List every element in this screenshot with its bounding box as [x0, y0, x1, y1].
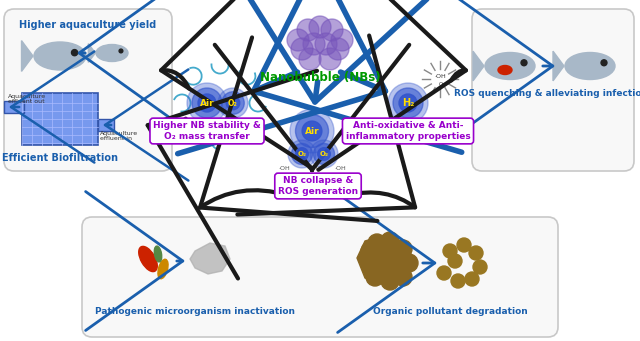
Circle shape: [400, 254, 418, 272]
FancyBboxPatch shape: [98, 119, 114, 131]
Ellipse shape: [34, 42, 86, 70]
Text: Pathogenic microorganism inactivation: Pathogenic microorganism inactivation: [95, 307, 295, 315]
Circle shape: [366, 268, 384, 286]
Text: Anti-oxidative & Anti-
inflammatory properties: Anti-oxidative & Anti- inflammatory prop…: [346, 121, 470, 141]
Ellipse shape: [565, 53, 615, 79]
Circle shape: [399, 94, 417, 112]
Text: NB collapse &
ROS generation: NB collapse & ROS generation: [278, 176, 358, 196]
Circle shape: [437, 266, 451, 280]
Ellipse shape: [485, 53, 535, 79]
Text: ·OH: ·OH: [306, 166, 318, 172]
Text: Efficient Biofiltration: Efficient Biofiltration: [2, 153, 118, 163]
Text: O₂: O₂: [228, 99, 238, 107]
Text: Aquaculture
effluent in: Aquaculture effluent in: [100, 131, 138, 142]
Circle shape: [314, 144, 335, 164]
Polygon shape: [88, 44, 95, 62]
Circle shape: [221, 92, 244, 114]
Polygon shape: [473, 51, 484, 81]
Circle shape: [297, 19, 319, 41]
Circle shape: [198, 94, 216, 112]
Circle shape: [327, 38, 349, 60]
Circle shape: [381, 272, 399, 290]
Circle shape: [469, 246, 483, 260]
Circle shape: [310, 140, 338, 168]
Ellipse shape: [96, 44, 128, 61]
Circle shape: [465, 272, 479, 286]
Polygon shape: [22, 41, 33, 71]
Text: ·OH: ·OH: [434, 74, 446, 78]
Text: Higher aquaculture yield: Higher aquaculture yield: [19, 20, 157, 30]
Circle shape: [448, 254, 462, 268]
Circle shape: [601, 60, 607, 66]
Circle shape: [317, 148, 330, 160]
Circle shape: [287, 29, 309, 51]
Circle shape: [381, 232, 399, 250]
Circle shape: [368, 234, 386, 252]
Circle shape: [457, 238, 471, 252]
Ellipse shape: [139, 247, 157, 272]
Circle shape: [227, 96, 240, 110]
Circle shape: [393, 88, 423, 118]
Circle shape: [299, 48, 321, 70]
FancyBboxPatch shape: [4, 101, 24, 113]
Circle shape: [361, 242, 379, 260]
Circle shape: [296, 148, 308, 160]
Circle shape: [309, 16, 331, 38]
Text: Organic pollutant degradation: Organic pollutant degradation: [372, 307, 527, 315]
Circle shape: [288, 140, 316, 168]
Text: Air: Air: [305, 127, 319, 135]
Circle shape: [119, 49, 123, 53]
Circle shape: [321, 19, 343, 41]
Circle shape: [302, 121, 322, 141]
Circle shape: [521, 60, 527, 66]
Circle shape: [443, 244, 457, 258]
Text: ·OH: ·OH: [334, 166, 346, 172]
Text: O₂⁻: O₂⁻: [349, 174, 360, 178]
Text: H₂: H₂: [402, 98, 414, 108]
Circle shape: [388, 83, 428, 123]
FancyBboxPatch shape: [22, 93, 98, 145]
Circle shape: [290, 109, 334, 153]
Circle shape: [315, 33, 337, 55]
Circle shape: [451, 274, 465, 288]
Circle shape: [192, 88, 222, 118]
Circle shape: [331, 29, 353, 51]
Text: O₂⁻: O₂⁻: [292, 174, 303, 178]
FancyBboxPatch shape: [472, 9, 634, 171]
Circle shape: [291, 38, 313, 60]
Circle shape: [303, 33, 325, 55]
Ellipse shape: [498, 65, 512, 74]
Text: O₂: O₂: [298, 151, 307, 157]
Circle shape: [72, 49, 77, 56]
Text: Aquaculture
effluent out: Aquaculture effluent out: [8, 93, 46, 104]
Text: Air: Air: [200, 99, 214, 107]
Text: Higher NB stability &
O₂ mass transfer: Higher NB stability & O₂ mass transfer: [153, 121, 261, 141]
Text: O₂⁻: O₂⁻: [438, 83, 447, 88]
Circle shape: [296, 115, 328, 148]
FancyBboxPatch shape: [4, 9, 172, 171]
Polygon shape: [553, 51, 564, 81]
Circle shape: [319, 48, 341, 70]
FancyBboxPatch shape: [82, 217, 558, 337]
Ellipse shape: [158, 259, 168, 279]
Circle shape: [291, 144, 312, 164]
Ellipse shape: [154, 246, 162, 262]
Circle shape: [187, 83, 227, 123]
Circle shape: [394, 268, 412, 286]
Circle shape: [394, 240, 412, 258]
Text: ROS quenching & alleviating infections: ROS quenching & alleviating infections: [454, 89, 640, 98]
Polygon shape: [357, 235, 413, 285]
Polygon shape: [190, 243, 230, 274]
Text: Nanobubble (NBs): Nanobubble (NBs): [260, 72, 380, 85]
Circle shape: [218, 88, 248, 118]
Text: O₂⁻: O₂⁻: [321, 174, 332, 178]
Text: ·OH: ·OH: [278, 166, 290, 172]
Text: O₂: O₂: [319, 151, 328, 157]
Circle shape: [473, 260, 487, 274]
